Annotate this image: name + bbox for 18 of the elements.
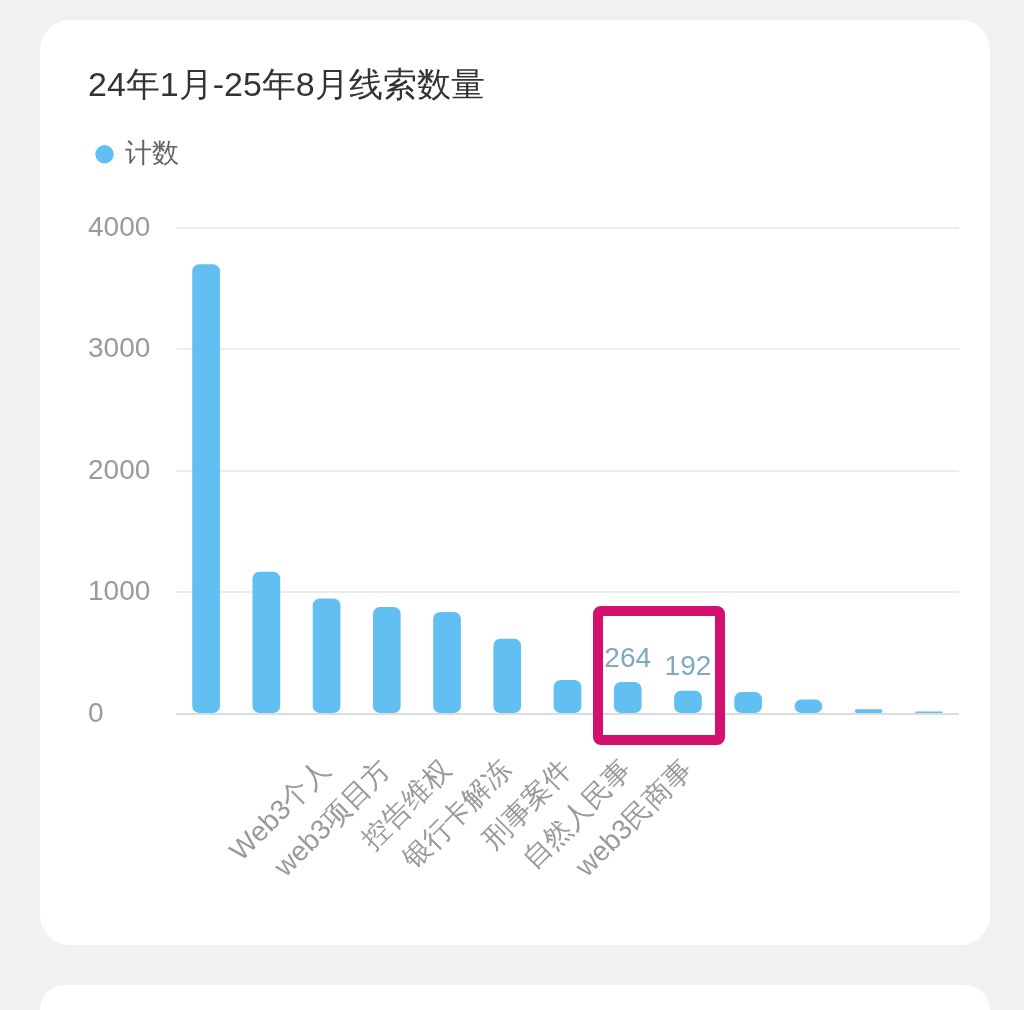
y-tick-label: 1000 (88, 575, 151, 607)
data-label: 264 (604, 641, 652, 673)
y-tick-label: 2000 (88, 453, 151, 485)
bar (192, 264, 220, 713)
legend-label: 计数 (124, 137, 179, 168)
bar (553, 679, 582, 713)
bar (433, 611, 461, 713)
data-label: 192 (664, 650, 712, 682)
bar (372, 607, 401, 713)
chart-title: 24年1月-25年8月线索数量 (88, 64, 485, 103)
bar (493, 638, 522, 713)
bar (854, 709, 883, 713)
y-tick-label: 0 (88, 696, 104, 728)
bar (312, 598, 341, 713)
bar (613, 681, 642, 713)
y-tick-label: 3000 (88, 332, 151, 364)
bar (252, 571, 281, 713)
y-tick-label: 4000 (88, 210, 151, 242)
